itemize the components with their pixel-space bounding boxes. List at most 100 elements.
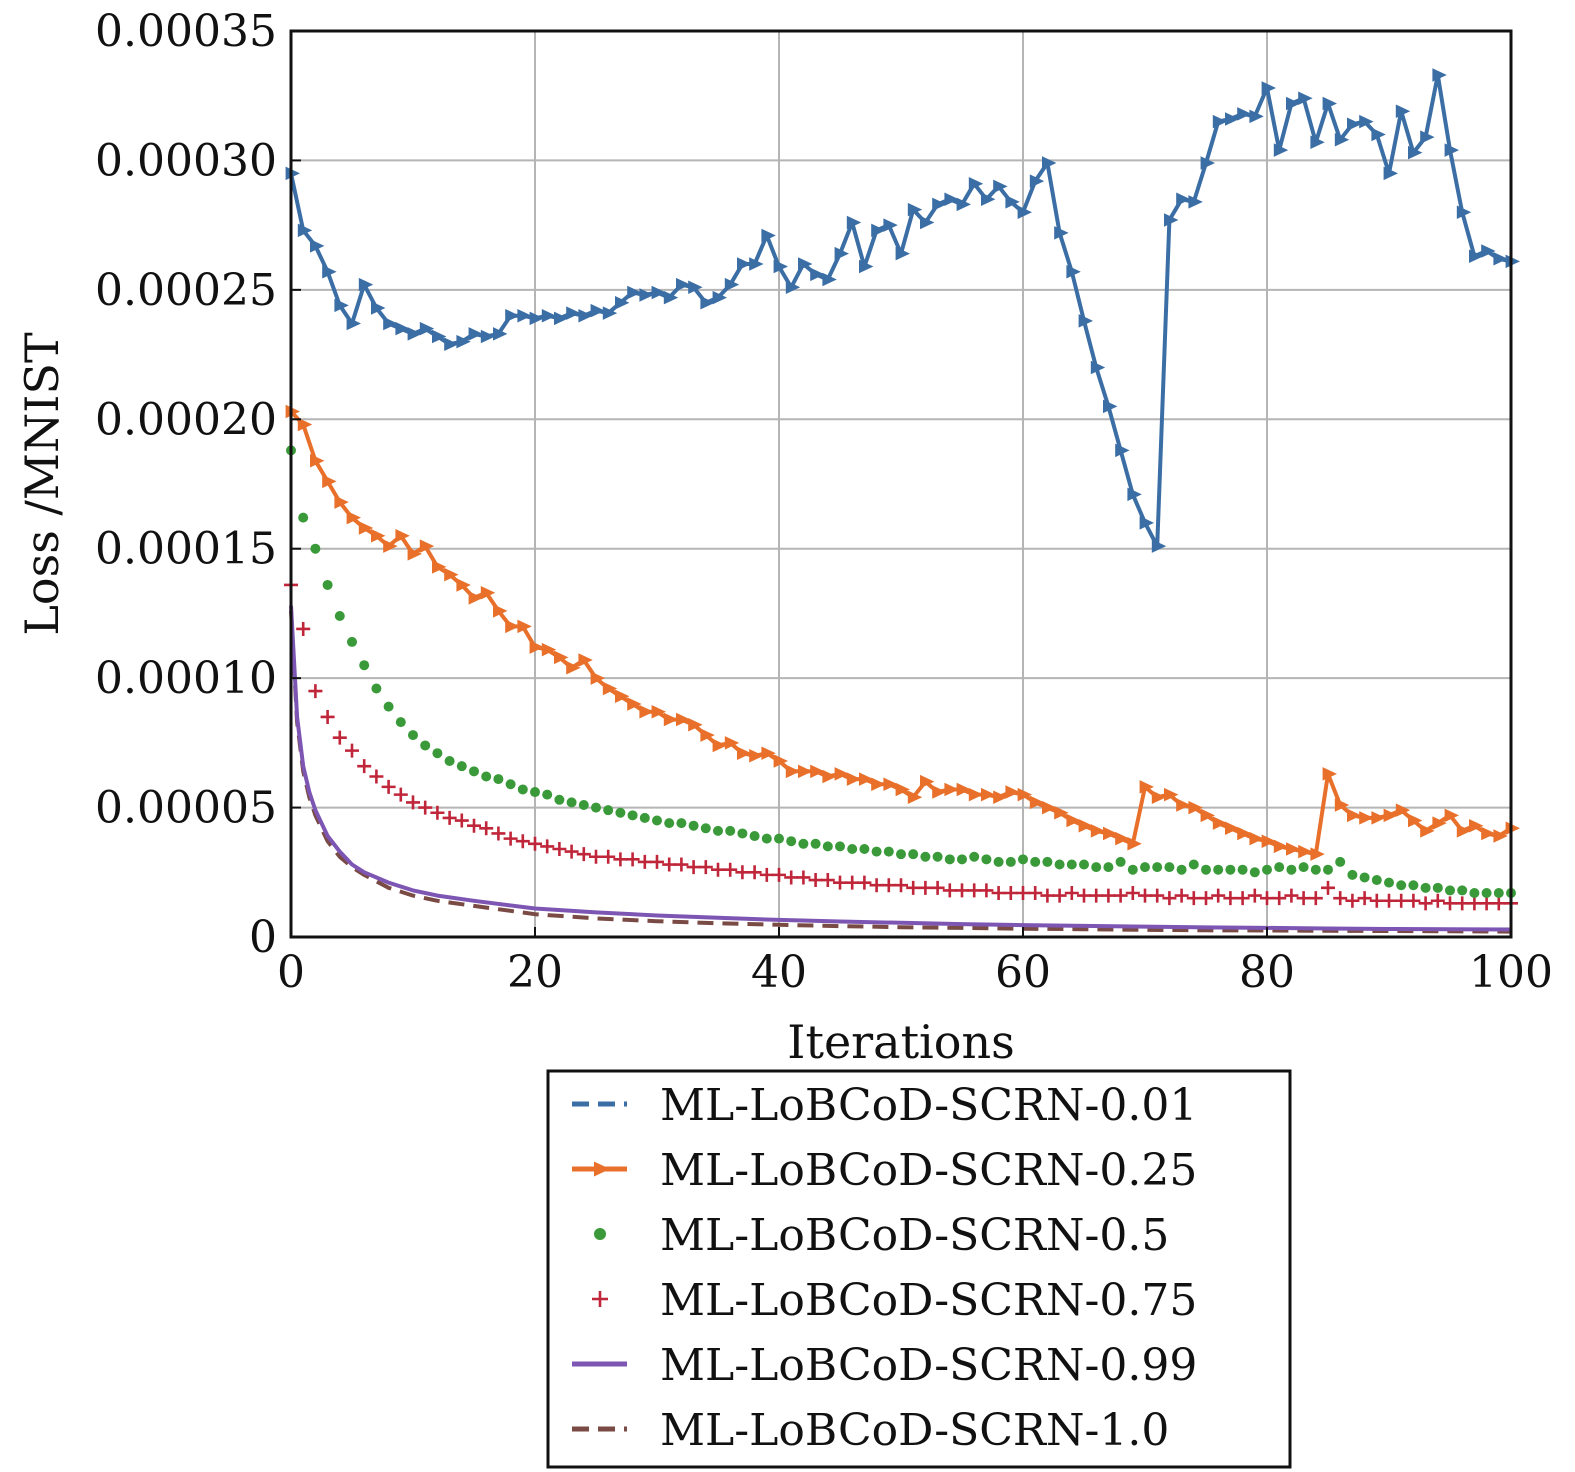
triangle-marker [322,474,337,489]
triangle-marker [944,782,959,797]
plus-marker [711,862,725,877]
series-1 [285,68,1520,553]
dot-marker [1225,864,1236,875]
triangle-marker [810,764,825,779]
plus-marker [1406,893,1421,908]
dot-marker [334,611,345,622]
legend-label: ML-LoBCoD-SCRN-0.5 [660,1210,1169,1261]
plus-marker [1284,888,1299,903]
triangle-marker [651,285,666,300]
triangle-marker [1298,844,1313,859]
dot-marker [542,789,553,800]
triangle-marker [712,290,727,305]
triangle-marker [1042,800,1057,815]
triangle-marker [456,334,471,349]
triangle-marker [1066,264,1081,279]
dot-marker [554,794,565,805]
plus-marker [906,880,921,895]
plus-marker [637,854,652,869]
dot-marker [1347,869,1358,880]
triangle-marker [1469,249,1484,263]
plus-marker [454,813,469,828]
triangle-marker [1249,109,1264,124]
triangle-marker [639,288,654,302]
triangle-marker [810,267,825,282]
dot-marker [481,771,492,782]
triangle-marker [1188,195,1203,209]
plus-marker [991,885,1006,900]
triangle-marker [785,764,801,779]
triangle-marker [1395,803,1411,817]
plus-marker [320,709,335,724]
x-tick-label: 100 [1469,947,1553,998]
dot-marker [1213,864,1224,875]
dot-marker [530,787,540,798]
triangle-marker [1225,821,1240,836]
plus-marker [772,867,786,882]
triangle-marker [1444,143,1459,157]
triangle-marker [871,223,886,238]
triangle-marker [663,712,679,727]
triangle-marker [895,782,910,797]
triangle-marker [773,259,788,274]
legend-label: ML-LoBCoD-SCRN-0.99 [660,1340,1197,1391]
triangle-marker [1273,839,1289,854]
triangle-marker [700,728,715,742]
triangle-marker [773,754,788,768]
triangle-marker [383,316,398,331]
plus-marker [820,873,835,888]
dot-marker [1176,864,1187,875]
plus-marker [759,867,774,882]
plus-marker [625,852,640,867]
triangle-marker [785,280,801,295]
triangle-marker [566,661,581,675]
triangle-marker [517,308,532,323]
dot-marker [395,717,406,728]
triangle-marker [1225,112,1240,126]
triangle-marker [334,298,349,313]
triangle-marker [822,272,837,287]
triangle-marker [1408,813,1423,828]
triangle-marker [1322,96,1337,111]
plus-marker [381,779,396,794]
triangle-marker [285,404,300,419]
triangle-marker [517,619,532,634]
dot-marker [603,805,614,816]
dot-marker [1103,862,1114,873]
triangle-marker [883,777,898,792]
triangle-marker [297,223,313,238]
dot-marker [1274,862,1285,873]
dot-marker [1323,864,1333,875]
triangle-marker [1334,798,1350,812]
dot-marker [1335,856,1346,867]
dot-marker [1481,887,1492,898]
plus-marker [1089,888,1104,903]
triangle-marker [676,712,691,727]
dot-marker [1445,885,1455,896]
triangle-marker [737,257,752,271]
x-tick-label: 0 [277,947,305,998]
triangle-marker [1164,787,1179,802]
dot-marker [432,748,443,759]
plus-marker [491,826,506,841]
plus-marker [1491,896,1506,911]
triangle-marker [798,764,813,779]
triangle-marker [1237,826,1252,841]
triangle-marker [1456,824,1472,838]
triangle-marker [602,306,618,320]
triangle-marker [749,749,764,763]
dot-marker [1420,882,1431,893]
triangle-marker [529,640,544,654]
dot-marker [1140,862,1150,873]
triangle-marker [1383,808,1398,823]
plus-marker [332,730,347,745]
plus-marker [1003,885,1018,900]
plus-marker [918,880,933,895]
triangle-marker [1383,166,1398,181]
triangle-marker [1420,130,1435,144]
triangle-marker [1078,314,1093,328]
triangle-marker [846,772,862,786]
triangle-marker [1029,795,1045,810]
dot-marker [469,766,479,777]
triangle-marker [383,539,398,553]
